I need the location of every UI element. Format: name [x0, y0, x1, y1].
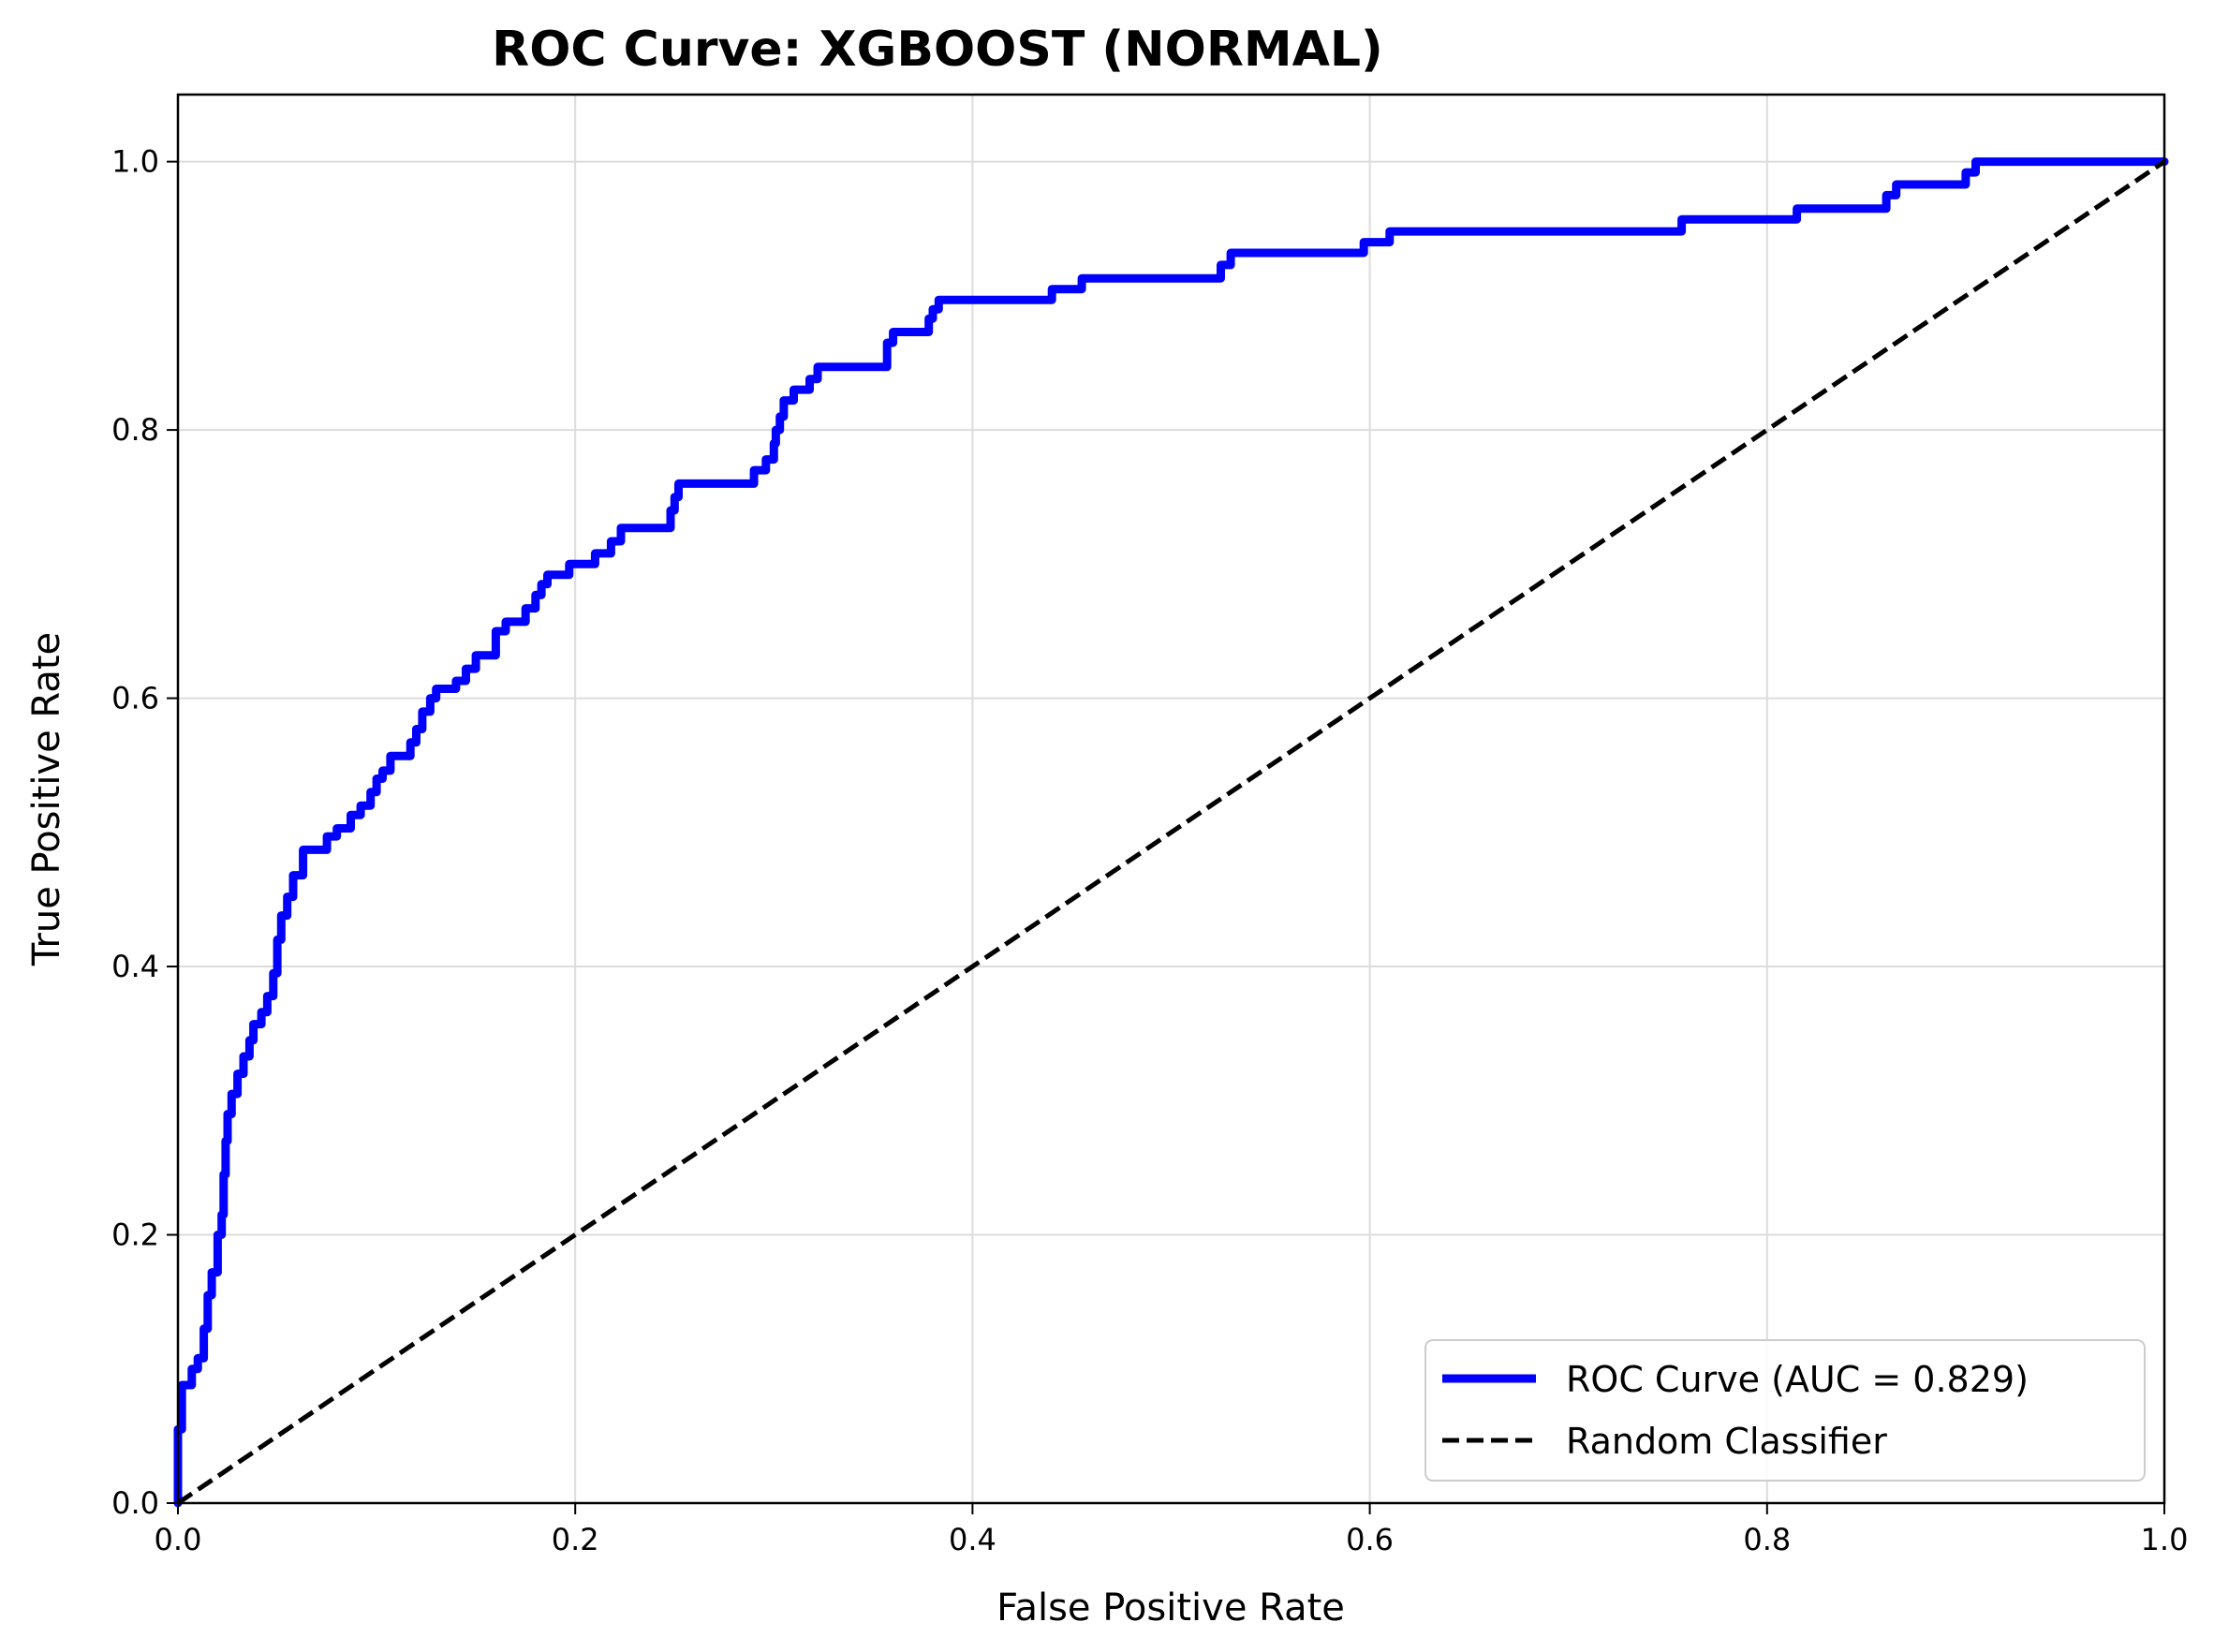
- y-tick-label: 1.0: [111, 144, 159, 180]
- chart-title: ROC Curve: XGBOOST (NORMAL): [492, 22, 1383, 78]
- x-axis-label: False Positive Rate: [996, 1586, 1345, 1630]
- x-tick-label: 0.2: [552, 1522, 599, 1557]
- legend-label-roc: ROC Curve (AUC = 0.829): [1566, 1359, 2029, 1400]
- x-tick-label: 0.8: [1743, 1522, 1791, 1557]
- y-tick-label: 0.4: [111, 949, 159, 984]
- y-tick-label: 0.0: [111, 1485, 159, 1521]
- y-tick-label: 0.8: [111, 412, 159, 448]
- y-axis-label: True Positive Rate: [25, 632, 68, 966]
- y-tick-label: 0.2: [111, 1217, 159, 1253]
- plot-frame: [176, 93, 2166, 1505]
- grid: [177, 95, 2165, 1504]
- legend: ROC Curve (AUC = 0.829) Random Classifie…: [1424, 1339, 2146, 1482]
- series-layer: [173, 157, 2169, 1508]
- y-tick-label: 0.6: [111, 681, 159, 716]
- legend-label-random: Random Classifier: [1566, 1421, 1887, 1462]
- ticks: 0.0 0.2 0.4 0.6 0.8 1.0 0.0 0.2 0.4 0.6 0.8 1.0: [111, 144, 2188, 1557]
- random-classifier-line: [176, 159, 2166, 1506]
- x-tick-label: 1.0: [2141, 1522, 2189, 1557]
- x-tick-label: 0.6: [1346, 1522, 1394, 1557]
- x-tick-label: 0.4: [949, 1522, 996, 1557]
- legend-box: [1424, 1339, 2146, 1482]
- x-tick-label: 0.0: [155, 1522, 202, 1557]
- roc-curve-line: [173, 157, 2169, 1508]
